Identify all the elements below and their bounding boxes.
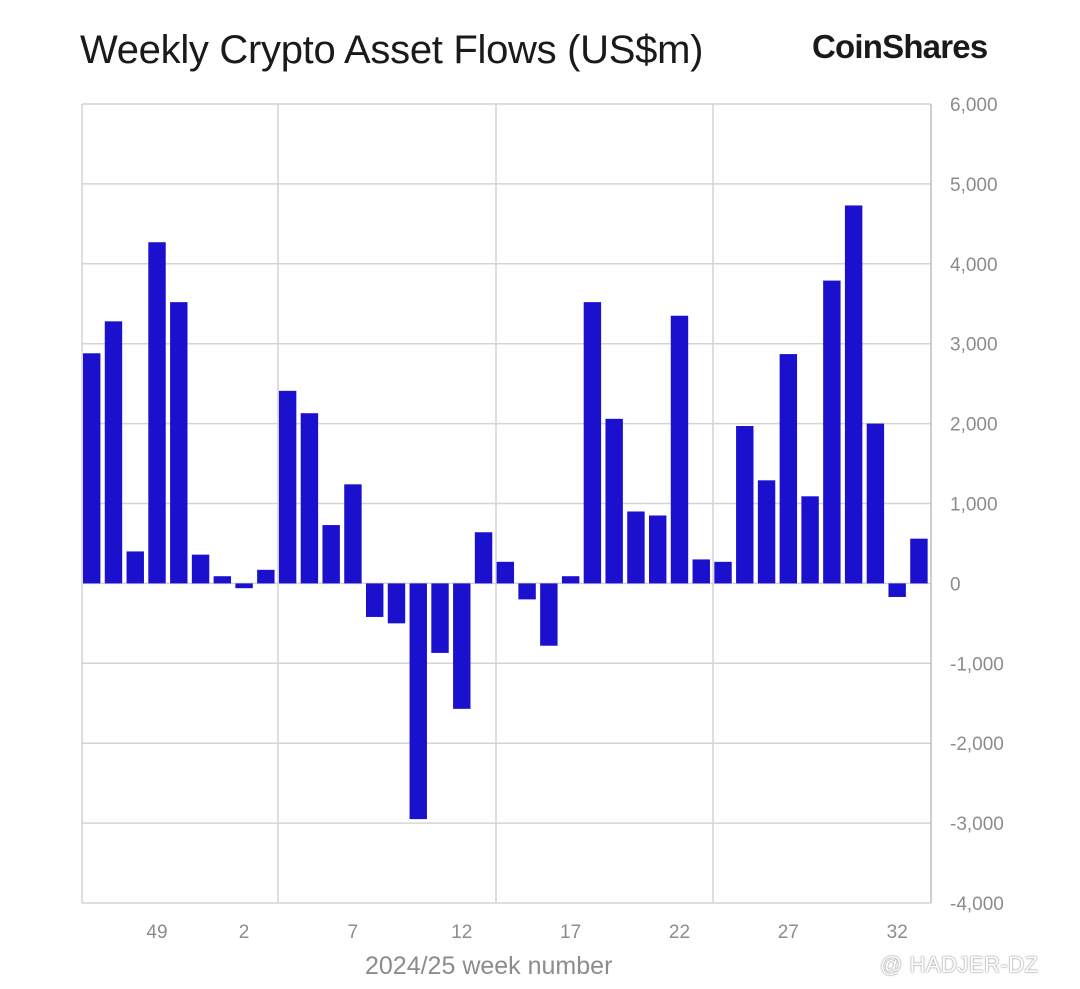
y-tick-label: 1,000: [950, 495, 998, 516]
bar: [888, 583, 906, 597]
y-tick-label: -3,000: [950, 814, 1004, 835]
y-tick-label: 3,000: [950, 335, 998, 356]
bar: [540, 583, 558, 646]
y-tick-label: 4,000: [950, 255, 998, 276]
bar: [409, 583, 427, 820]
bar: [779, 354, 798, 584]
bar: [649, 515, 667, 584]
bar: [104, 321, 123, 584]
bar: [866, 423, 885, 584]
bar: [518, 583, 536, 600]
y-tick-label: 5,000: [950, 175, 998, 196]
watermark: @ HADJER-DZ: [880, 952, 1039, 977]
brand-logo: CoinShares: [812, 28, 988, 65]
x-tick-label: 17: [560, 922, 581, 943]
bars: [83, 205, 928, 820]
x-axis-label: 2024/25 week number: [365, 952, 613, 980]
y-tick-label: -4,000: [950, 894, 1004, 915]
x-tick-label: 49: [146, 922, 167, 943]
y-axis-ticks: 6,000 5,000 4,000 3,000 2,000 1,000 0 -1,000 -2,…: [950, 95, 1004, 915]
x-tick-label: 22: [669, 922, 690, 943]
bar: [170, 302, 188, 584]
bar: [692, 559, 710, 584]
y-tick-label: -2,000: [950, 734, 1004, 755]
bar: [235, 583, 253, 589]
x-axis-ticks: 49 2 7 12 17 22 27 32: [146, 922, 907, 943]
y-tick-label: 0: [950, 574, 961, 595]
bar: [213, 576, 232, 584]
bar: [322, 525, 340, 584]
bar: [83, 353, 101, 584]
bar: [605, 418, 623, 584]
bar: [627, 511, 645, 584]
y-tick-label: -1,000: [950, 654, 1004, 675]
bar: [844, 205, 863, 584]
bar: [801, 496, 819, 584]
x-tick-label: 7: [348, 922, 359, 943]
bar: [823, 280, 841, 584]
bar: [453, 583, 471, 709]
bar: [191, 554, 210, 584]
bar: [300, 413, 319, 584]
bar: [431, 583, 449, 653]
x-tick-label: 12: [451, 922, 472, 943]
bar: [148, 242, 166, 584]
bar: [736, 426, 754, 584]
y-tick-label: 6,000: [950, 95, 998, 116]
bar: [474, 532, 493, 584]
chart-title: Weekly Crypto Asset Flows (US$m): [80, 28, 704, 72]
bar: [278, 390, 297, 584]
bar: [583, 302, 602, 584]
bar: [387, 583, 406, 624]
x-tick-label: 27: [778, 922, 799, 943]
bar: [670, 315, 689, 584]
x-tick-label: 2: [239, 922, 250, 943]
bar: [910, 538, 928, 584]
y-tick-label: 2,000: [950, 415, 998, 436]
bar: [344, 484, 362, 584]
bar: [496, 561, 515, 584]
bar: [257, 569, 275, 584]
bar: [757, 480, 776, 584]
bar: [561, 576, 580, 584]
bar: [126, 551, 144, 584]
x-tick-label: 32: [887, 922, 908, 943]
bar: [714, 561, 732, 584]
bar: [366, 583, 384, 617]
